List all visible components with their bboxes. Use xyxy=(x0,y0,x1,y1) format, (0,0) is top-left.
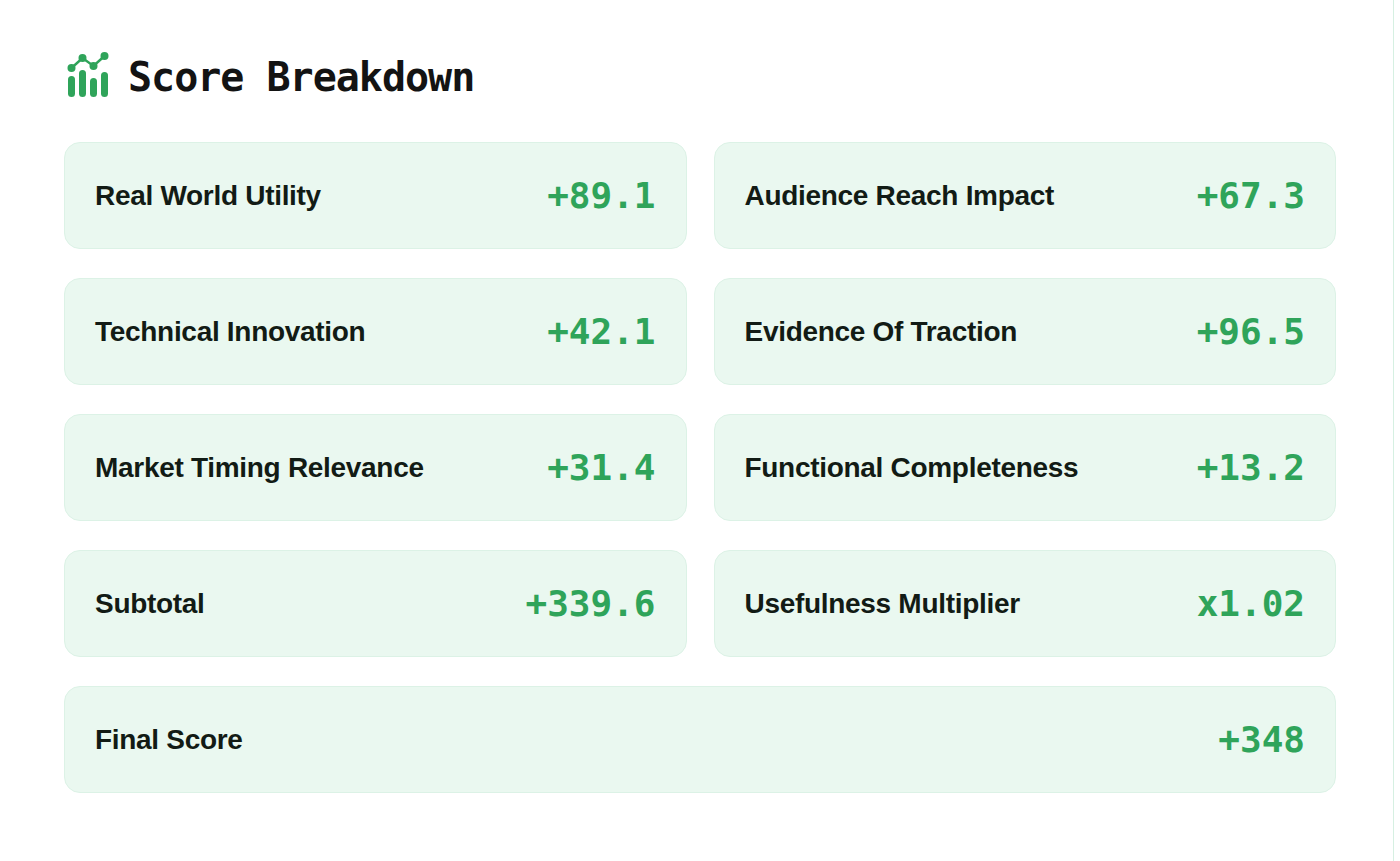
score-card-audience-reach-impact: Audience Reach Impact +67.3 xyxy=(714,142,1337,249)
page-title: Score Breakdown xyxy=(128,53,474,97)
score-value: +348 xyxy=(1218,719,1305,760)
score-value: +13.2 xyxy=(1197,447,1305,488)
score-card-evidence-of-traction: Evidence Of Traction +96.5 xyxy=(714,278,1337,385)
score-card-technical-innovation: Technical Innovation +42.1 xyxy=(64,278,687,385)
score-value: +42.1 xyxy=(547,311,655,352)
score-card-usefulness-multiplier: Usefulness Multiplier x1.02 xyxy=(714,550,1337,657)
score-label: Market Timing Relevance xyxy=(95,452,424,484)
score-value: +31.4 xyxy=(547,447,655,488)
score-grid: Real World Utility +89.1 Audience Reach … xyxy=(64,142,1336,793)
score-value: +89.1 xyxy=(547,175,655,216)
header: Score Breakdown xyxy=(64,48,1336,102)
score-label: Subtotal xyxy=(95,588,205,620)
score-card-real-world-utility: Real World Utility +89.1 xyxy=(64,142,687,249)
score-label: Usefulness Multiplier xyxy=(745,588,1020,620)
score-card-subtotal: Subtotal +339.6 xyxy=(64,550,687,657)
score-value: +339.6 xyxy=(525,583,655,624)
score-value: x1.02 xyxy=(1197,583,1305,624)
score-label: Technical Innovation xyxy=(95,316,365,348)
score-label: Audience Reach Impact xyxy=(745,180,1055,212)
bar-line-chart-icon xyxy=(64,49,112,101)
score-label: Evidence Of Traction xyxy=(745,316,1018,348)
score-label: Functional Completeness xyxy=(745,452,1079,484)
score-label: Real World Utility xyxy=(95,180,321,212)
score-breakdown-panel: Score Breakdown Real World Utility +89.1… xyxy=(0,0,1400,793)
score-value: +67.3 xyxy=(1197,175,1305,216)
score-label: Final Score xyxy=(95,724,243,756)
score-value: +96.5 xyxy=(1197,311,1305,352)
score-card-market-timing-relevance: Market Timing Relevance +31.4 xyxy=(64,414,687,521)
score-card-final-score: Final Score +348 xyxy=(64,686,1336,793)
right-edge-divider xyxy=(1393,0,1394,861)
score-card-functional-completeness: Functional Completeness +13.2 xyxy=(714,414,1337,521)
